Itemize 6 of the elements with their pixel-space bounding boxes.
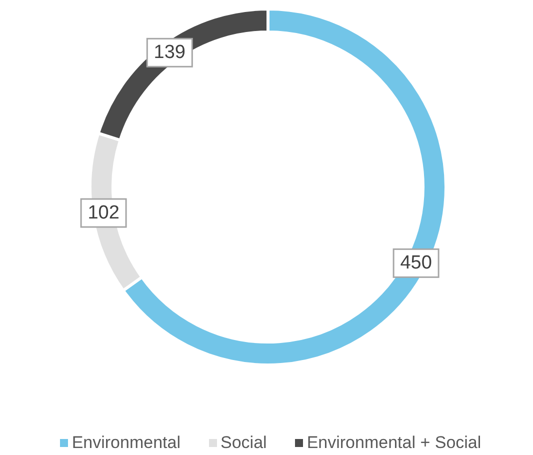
legend-label: Social — [220, 433, 267, 453]
data-label: 102 — [88, 202, 120, 224]
legend-label: Environmental + Social — [306, 433, 482, 453]
data-label: 450 — [400, 252, 432, 274]
data-label: 139 — [154, 42, 186, 64]
legend-label: Environmental — [70, 433, 180, 453]
